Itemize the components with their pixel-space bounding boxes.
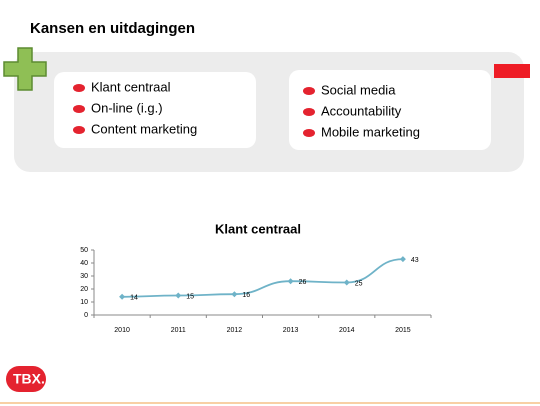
data-label: 25 bbox=[355, 280, 363, 287]
data-label: 26 bbox=[299, 279, 307, 286]
y-tick-label: 50 bbox=[80, 247, 88, 254]
opportunities-list: Klant centraal On-line (i.g.) Content ma… bbox=[73, 79, 197, 136]
point bbox=[119, 293, 126, 300]
minus-icon bbox=[494, 64, 530, 78]
y-tick-label: 40 bbox=[80, 260, 88, 267]
point bbox=[231, 291, 238, 298]
y-tick-label: 20 bbox=[80, 286, 88, 293]
line bbox=[122, 258, 403, 298]
data-label: 15 bbox=[186, 293, 194, 300]
chart: 0 10 20 30 40 50 2010 2011 2012 2013 2014 2015 14 15 1… bbox=[80, 247, 432, 334]
list-item: Social media bbox=[321, 82, 396, 97]
point bbox=[343, 279, 350, 286]
list-item: Klant centraal bbox=[91, 79, 171, 94]
y-tick-label: 0 bbox=[84, 312, 88, 319]
challenges-list: Social media Accountability Mobile marke… bbox=[303, 82, 420, 139]
logo-badge bbox=[6, 366, 46, 392]
data-label: 14 bbox=[130, 295, 138, 302]
opportunities-box bbox=[54, 72, 256, 148]
list-item: Accountability bbox=[321, 103, 402, 118]
bullet bbox=[303, 108, 315, 116]
point bbox=[399, 256, 406, 263]
bullet bbox=[73, 126, 85, 134]
x-tick-label: 2011 bbox=[171, 327, 186, 334]
list-item: On-line (i.g.) bbox=[91, 100, 163, 115]
bullet bbox=[73, 84, 85, 92]
x-tick-label: 2015 bbox=[395, 327, 411, 334]
data-label: 43 bbox=[411, 257, 419, 264]
bullet bbox=[303, 87, 315, 95]
logo: TBX. bbox=[13, 371, 45, 387]
bullet bbox=[73, 105, 85, 113]
x-tick-label: 2014 bbox=[339, 327, 355, 334]
data-label: 16 bbox=[242, 292, 250, 299]
list-item: Mobile marketing bbox=[321, 124, 420, 139]
bullet bbox=[303, 129, 315, 137]
x-tick-label: 2012 bbox=[227, 327, 243, 334]
challenges-box bbox=[289, 70, 491, 150]
y-tick-label: 30 bbox=[80, 273, 88, 280]
x-tick-label: 2013 bbox=[283, 327, 299, 334]
y-tick-label: 10 bbox=[80, 299, 88, 306]
point bbox=[175, 292, 182, 299]
plus-icon bbox=[3, 47, 47, 91]
slide-title: Kansen en uitdagingen bbox=[30, 20, 195, 37]
x-tick-label: 2010 bbox=[114, 327, 130, 334]
point bbox=[287, 278, 294, 285]
list-item: Content marketing bbox=[91, 121, 197, 136]
chart-title: Klant centraal bbox=[215, 221, 301, 236]
